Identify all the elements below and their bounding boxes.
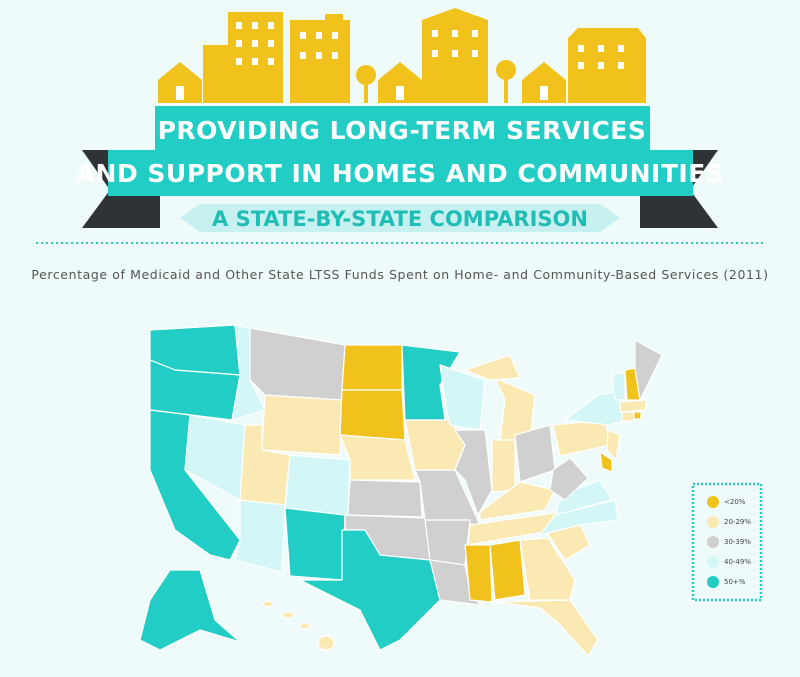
state (281, 611, 295, 619)
state (621, 411, 635, 422)
skyline (158, 8, 646, 103)
title-line: AND SUPPORT IN HOMES AND COMMUNITIES (76, 159, 725, 188)
state (249, 327, 346, 401)
state (633, 411, 642, 420)
state (491, 439, 516, 493)
state (339, 389, 406, 441)
state (549, 457, 589, 501)
legend-box (691, 482, 763, 602)
banner (108, 150, 693, 196)
legend: <20% 20-29% 30-39% 40-49% 50+% (707, 496, 751, 588)
state (552, 419, 611, 457)
state (599, 451, 613, 473)
legend-swatch (707, 576, 719, 588)
subtitle: A STATE-BY-STATE COMPARISON (212, 207, 588, 231)
map-title: Percentage of Medicaid and Other State L… (31, 267, 768, 282)
state (401, 344, 461, 421)
legend-label: 20-29% (724, 518, 751, 526)
state (347, 479, 423, 518)
state (464, 354, 521, 381)
state (299, 622, 311, 630)
state (619, 399, 647, 413)
state (341, 344, 403, 391)
state (404, 419, 466, 471)
state (139, 569, 241, 651)
state (262, 600, 274, 608)
state (489, 539, 526, 601)
state (261, 394, 343, 456)
state (299, 529, 441, 651)
state (606, 429, 621, 461)
legend-label: 40-49% (724, 558, 751, 566)
banner (155, 106, 650, 152)
state (439, 364, 486, 431)
state (539, 499, 619, 536)
state (454, 429, 493, 516)
state (494, 599, 599, 657)
state (317, 635, 335, 651)
legend-swatch (707, 556, 719, 568)
state (514, 424, 556, 483)
legend-swatch (707, 496, 719, 508)
state (339, 434, 416, 481)
legend-label: 30-39% (724, 538, 751, 546)
state (634, 339, 663, 401)
state (464, 544, 493, 603)
state (554, 479, 613, 516)
state (611, 371, 626, 401)
state (284, 454, 351, 516)
us-map (139, 324, 663, 657)
state (234, 499, 286, 573)
legend-label: <20% (724, 498, 746, 506)
state (424, 519, 471, 566)
state (519, 537, 576, 601)
legend-label: 50+% (724, 578, 746, 586)
state (284, 507, 346, 581)
legend-swatch (707, 516, 719, 528)
state (479, 481, 556, 521)
ribbon (180, 204, 620, 232)
legend-swatch (707, 536, 719, 548)
title-line: PROVIDING LONG-TERM SERVICES (158, 116, 647, 145)
